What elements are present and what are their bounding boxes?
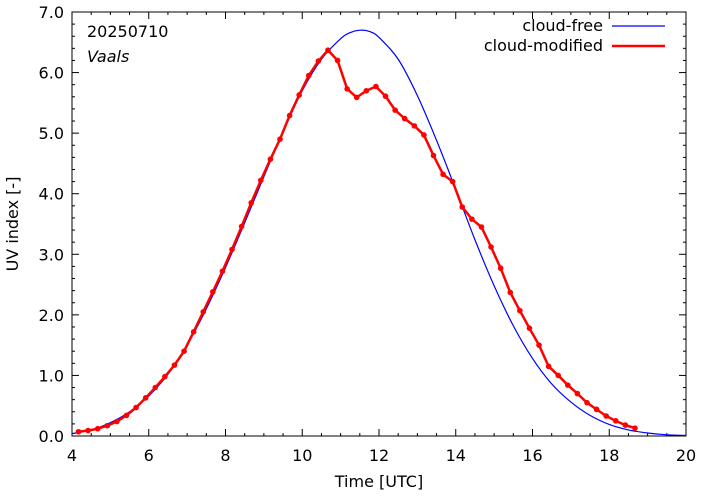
data-point-cloud-modified [593,406,600,413]
data-point-cloud-modified [75,428,82,435]
data-point-cloud-modified [104,422,111,429]
data-point-cloud-modified [305,72,312,79]
y-tick-label: 7.0 [39,3,64,22]
y-tick-label: 4.0 [39,185,64,204]
data-point-cloud-modified [565,382,571,388]
data-point-cloud-modified [142,395,149,401]
data-point-cloud-modified [392,107,398,113]
y-tick-label: 2.0 [39,306,64,325]
y-tick-label: 0.0 [39,427,64,446]
legend: cloud-free cloud-modified [484,16,665,55]
data-point-cloud-modified [401,115,408,122]
data-point-cloud-modified [478,224,485,230]
data-point-cloud-modified [162,373,168,380]
data-point-cloud-modified [574,390,581,397]
plot-frame [71,11,687,437]
data-point-cloud-modified [229,246,235,253]
data-point-cloud-modified [382,93,389,99]
legend-label-cloud-modified: cloud-modified [484,36,603,55]
series-lines [71,29,687,436]
data-point-cloud-modified [210,289,216,295]
axis-ticks: 4 6 8 10 12 14 16 18 20 0.0 1.0 2.0 3.0 4.0 5.0 6.0 7.0 [39,3,697,465]
data-point-cloud-modified [449,178,456,185]
data-point-cloud-modified [267,156,274,162]
x-tick-label: 8 [220,446,230,465]
data-point-cloud-modified [517,307,523,314]
data-point-cloud-modified [123,412,130,419]
x-tick-label: 14 [446,446,466,465]
data-point-cloud-modified [612,418,619,424]
data-point-cloud-modified [507,289,514,296]
y-tick-label: 3.0 [39,245,64,264]
x-tick-label: 4 [67,446,77,465]
annotation-location: Vaals [87,47,129,66]
data-point-cloud-modified [94,425,101,432]
data-point-cloud-modified [85,427,91,434]
data-point-cloud-modified [469,216,475,222]
y-tick-label: 6.0 [39,64,64,83]
data-point-cloud-modified [459,204,466,210]
data-point-cloud-modified [200,309,207,315]
data-point-cloud-modified [277,136,283,142]
data-point-cloud-modified [536,342,542,348]
y-tick-label: 1.0 [39,366,64,385]
y-tick-label: 5.0 [39,124,64,143]
data-point-cloud-modified [488,244,494,250]
x-tick-label: 16 [522,446,542,465]
data-point-cloud-modified [497,265,504,272]
data-point-cloud-modified [555,372,562,379]
data-point-cloud-modified [526,325,533,331]
data-point-cloud-modified [334,57,341,64]
x-tick-label: 20 [676,446,696,465]
data-point-cloud-modified [421,132,427,138]
data-point-cloud-modified [152,384,159,391]
data-point-cloud-modified [114,418,120,425]
x-tick-label: 18 [599,446,619,465]
y-axis-label: UV index [-] [3,177,22,272]
data-point-cloud-modified [430,152,437,159]
data-point-cloud-modified [238,223,245,230]
data-point-cloud-modified [286,112,293,119]
data-point-cloud-modified [545,363,552,370]
data-point-cloud-modified [315,58,322,64]
data-point-cloud-modified [373,83,379,90]
legend-label-cloud-free: cloud-free [522,16,603,35]
data-point-cloud-modified [411,123,418,129]
data-point-cloud-modified [632,425,638,431]
data-point-cloud-modified [584,399,590,406]
data-point-cloud-modified [440,171,446,178]
data-point-cloud-modified [133,404,139,411]
data-point-cloud-modified [190,329,197,335]
x-axis-label: Time [UTC] [334,472,423,491]
data-point-cloud-modified [622,422,629,428]
data-point-cloud-modified [296,92,302,98]
data-point-cloud-modified [344,86,350,92]
data-point-cloud-modified [181,348,187,355]
x-tick-label: 10 [292,446,312,465]
data-point-cloud-modified [353,94,360,101]
data-point-cloud-modified [258,177,264,184]
series-line-cloud-modified [78,48,636,434]
x-tick-label: 6 [144,446,154,465]
annotation-date: 20250710 [87,22,168,41]
data-point-cloud-modified [248,200,255,206]
data-point-cloud-modified [219,268,226,275]
data-point-cloud-modified [603,413,609,419]
data-point-cloud-modified [363,87,370,94]
x-tick-label: 12 [369,446,389,465]
data-point-cloud-modified [171,362,178,368]
data-point-cloud-modified [325,47,331,53]
